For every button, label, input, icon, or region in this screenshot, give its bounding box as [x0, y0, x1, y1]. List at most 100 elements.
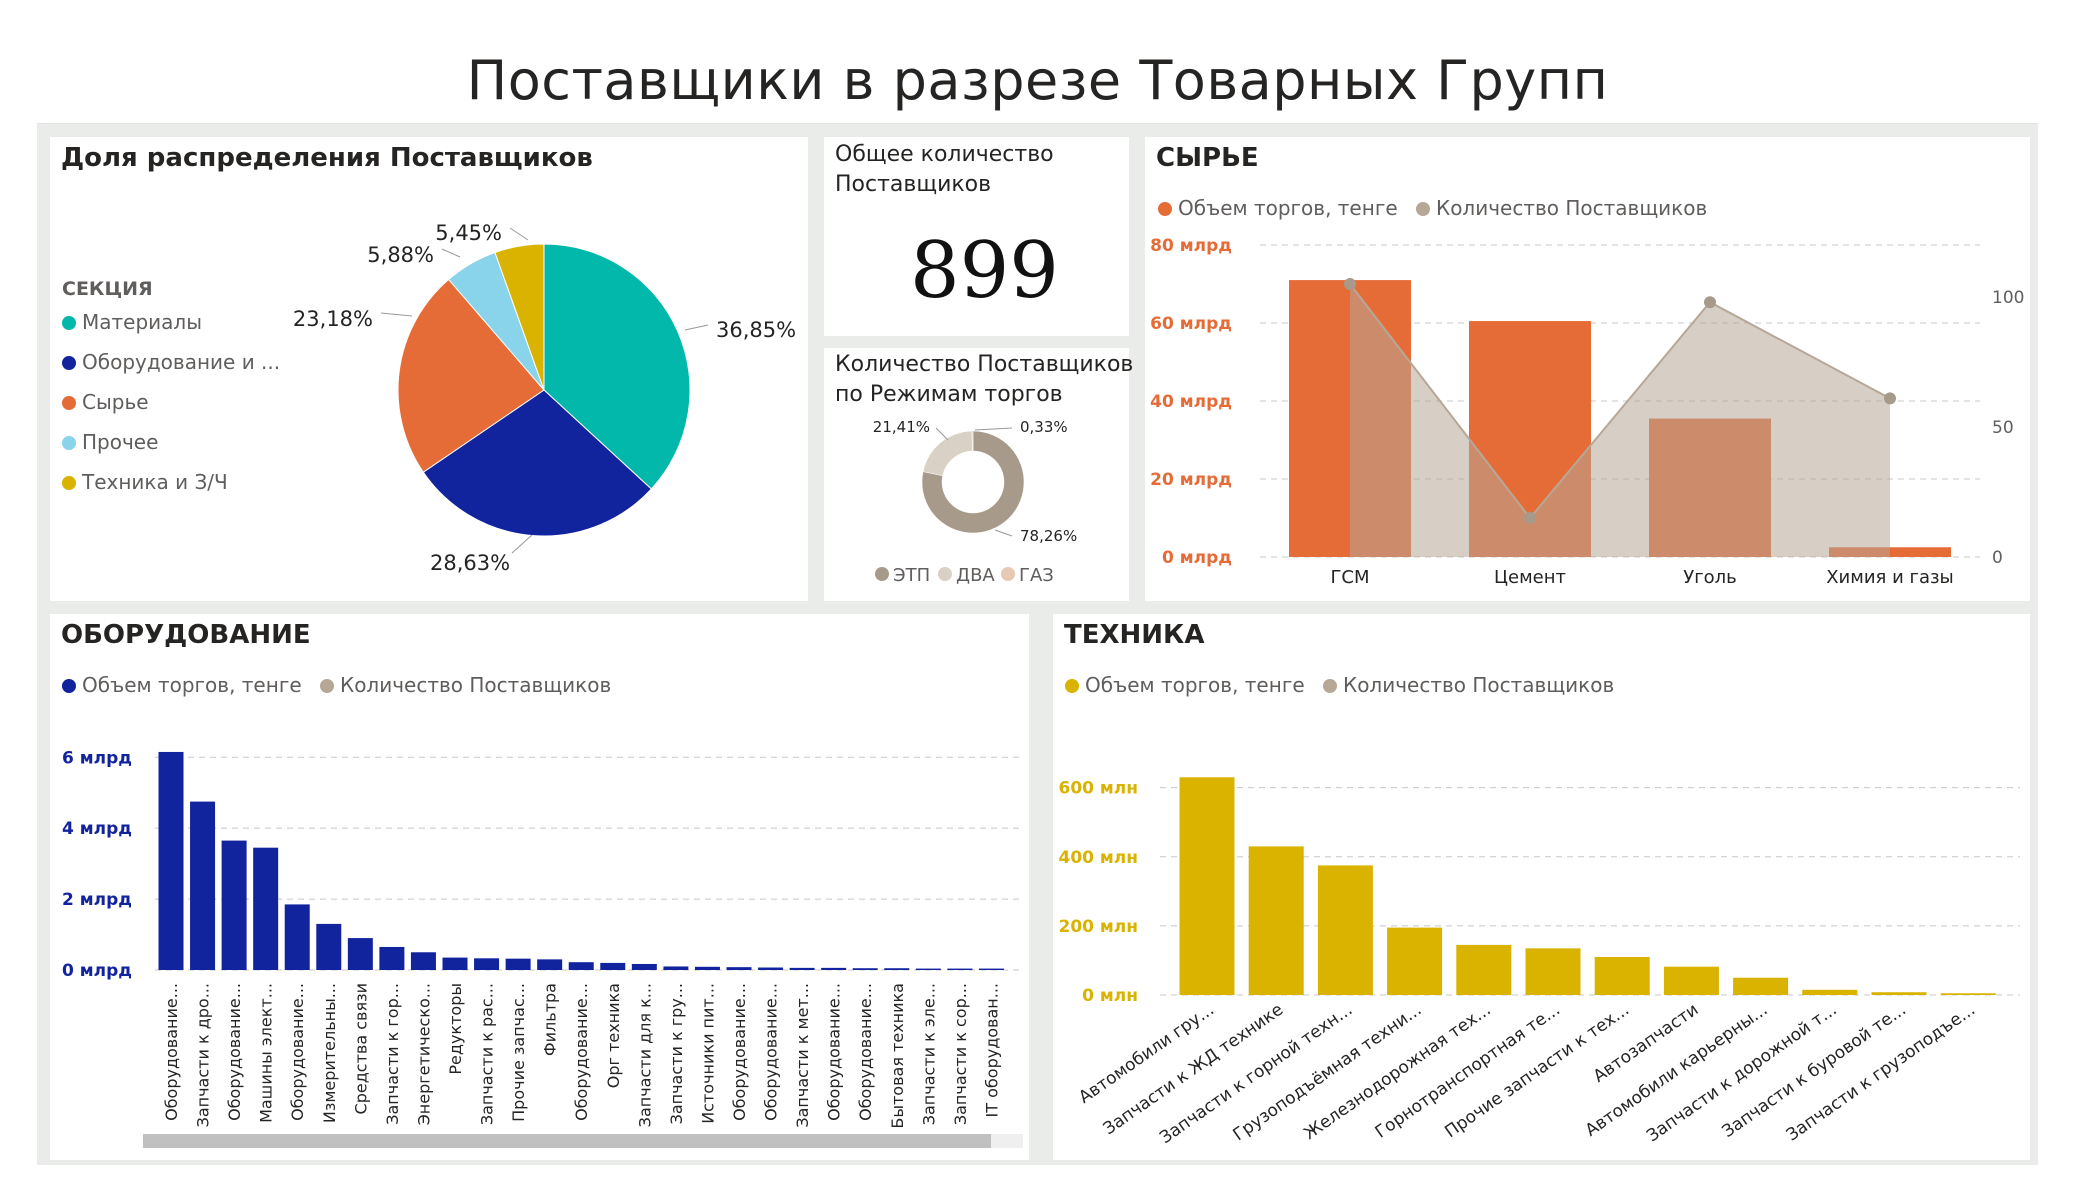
equip-panel-title: ОБОРУДОВАНИЕ — [61, 620, 311, 650]
legend-dot-icon — [938, 567, 952, 581]
y-tick-label: 2 млрд — [62, 890, 132, 910]
data-label: 5,88% — [367, 243, 434, 267]
tech-bar — [1179, 777, 1235, 995]
legend-item-raw[interactable]: Сырье — [62, 390, 280, 430]
raw-panel-title: СЫРЬЕ — [1156, 143, 1259, 173]
x-tick-label: Оборудование... — [762, 983, 781, 1121]
equip-bar — [347, 938, 373, 970]
share-panel-title: Доля распределения Поставщиков — [61, 143, 593, 173]
legend-item-count[interactable]: Количество Поставщиков — [1323, 673, 1614, 697]
x-tick-label: Запчасти к гру... — [667, 983, 686, 1124]
legend-label: Прочее — [82, 430, 159, 454]
legend-label: Количество Поставщиков — [1436, 196, 1708, 220]
legend-item-materials[interactable]: Материалы — [62, 310, 280, 350]
scrollbar-thumb[interactable] — [143, 1134, 991, 1148]
orange-dot-icon — [1158, 202, 1172, 216]
leader-line — [380, 312, 413, 317]
legend-item-count[interactable]: Количество Поставщиков — [1416, 196, 1707, 220]
equip-bar — [221, 840, 247, 970]
equip-bar — [537, 959, 563, 970]
data-label: 78,26% — [1020, 527, 1077, 545]
equip-bar — [505, 958, 531, 970]
legend-label: Количество Поставщиков — [1343, 673, 1615, 697]
count-area — [1350, 284, 1890, 557]
equip-bar — [190, 801, 216, 970]
x-tick-label: Машины элект... — [257, 983, 276, 1123]
data-label: 36,85% — [716, 318, 796, 342]
tech-bar — [1871, 992, 1927, 995]
legend-item-equipment[interactable]: Оборудование и ... — [62, 350, 280, 390]
x-tick-label: Редукторы — [446, 983, 465, 1075]
x-tick-label: Бытовая техника — [888, 983, 907, 1129]
leader-line — [935, 427, 949, 441]
legend-item-volume[interactable]: Объем торгов, тенге — [1158, 196, 1398, 220]
panel-trade-modes — [824, 348, 1129, 601]
panel-total-suppliers — [824, 137, 1129, 336]
tech-bar — [1733, 977, 1789, 995]
legend-item-count[interactable]: Количество Поставщиков — [320, 673, 611, 697]
tech-bar — [1387, 927, 1443, 995]
x-tick-label: Оборудование... — [288, 983, 307, 1121]
x-tick-label: Оборудование... — [825, 983, 844, 1121]
gold-dot-icon — [62, 476, 76, 490]
y-tick-label: 20 млрд — [1150, 470, 1232, 490]
x-tick-label: Запчасти к дро... — [194, 983, 213, 1127]
count-line — [1349, 283, 1891, 520]
legend-item-volume[interactable]: Объем торгов, тенге — [1065, 673, 1305, 697]
equip-bar — [442, 957, 468, 970]
x-tick-label: Прочие запчас... — [509, 983, 528, 1122]
y-tick-label: 60 млрд — [1150, 314, 1232, 334]
title-bar: Поставщики в разрезе Товарных Групп — [37, 37, 2038, 124]
pie-slice — [494, 243, 545, 391]
y-tick-label: 600 млн — [1059, 779, 1139, 799]
count-point — [1704, 296, 1716, 309]
legend-item-tech[interactable]: Техника и З/Ч — [62, 470, 280, 510]
leader-line — [509, 227, 529, 241]
equip-bar — [758, 967, 784, 970]
legend-label: Материалы — [82, 310, 202, 334]
donut-slice — [971, 430, 974, 452]
y-tick-label: 40 млрд — [1150, 392, 1232, 412]
tech-bar — [1940, 993, 1996, 995]
x-tick-label: Запчасти к эле... — [919, 983, 938, 1125]
x-tick-label: Запчасти к гор... — [383, 983, 402, 1125]
equip-bar — [663, 966, 689, 970]
total-suppliers-value: 899 — [910, 226, 1059, 316]
x-tick-label: Средства связи — [351, 983, 370, 1114]
y-tick-label: 4 млрд — [62, 819, 132, 839]
donut-slice — [921, 430, 1025, 534]
data-label: 23,18% — [293, 307, 373, 331]
legend-label: Объем торгов, тенге — [1178, 196, 1398, 220]
legend-item-volume[interactable]: Объем торгов, тенге — [62, 673, 302, 697]
legend-label: Сырье — [82, 390, 149, 414]
legend-label: Техника и З/Ч — [82, 470, 228, 494]
y2-tick-label: 50 — [1992, 418, 2014, 438]
x-tick-label: Источники пит... — [698, 983, 717, 1124]
equip-bar — [284, 904, 310, 970]
x-tick-label: Оборудование... — [730, 983, 749, 1121]
tech-bar — [1663, 966, 1719, 995]
leader-line — [994, 529, 1013, 537]
x-tick-label: Уголь — [1683, 567, 1737, 588]
data-label: 28,63% — [430, 551, 510, 575]
tech-panel-title: ТЕХНИКА — [1064, 620, 1205, 650]
tech-bar — [1456, 944, 1512, 995]
y-tick-label: 0 млн — [1082, 986, 1138, 1006]
y-tick-label: 6 млрд — [62, 748, 132, 768]
teal-dot-icon — [62, 316, 76, 330]
count-point — [1884, 392, 1896, 405]
x-tick-label: Запчасти к рас... — [478, 983, 497, 1125]
legend-item-other[interactable]: Прочее — [62, 430, 280, 470]
tech-bar — [1248, 846, 1304, 995]
equip-bar — [884, 968, 910, 970]
leader-line — [974, 427, 1013, 431]
section-legend-title: СЕКЦИЯ — [62, 278, 153, 300]
x-tick-label: Запчасти для к... — [635, 983, 654, 1127]
equip-bar — [568, 962, 594, 970]
equip-bar — [852, 968, 878, 970]
equip-bar — [158, 751, 184, 970]
x-tick-label: Энергетическо... — [414, 983, 433, 1125]
x-tick-label: Фильтра — [541, 983, 560, 1056]
legend-label: ГАЗ — [1019, 565, 1054, 586]
